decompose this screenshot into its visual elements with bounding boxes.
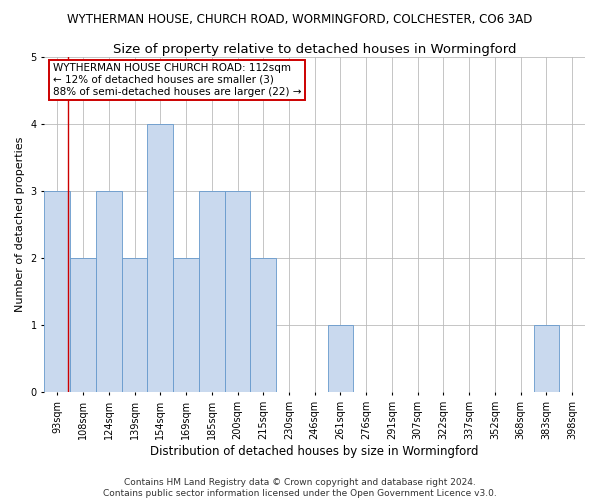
Bar — [148, 124, 173, 392]
Bar — [173, 258, 199, 392]
Bar — [533, 325, 559, 392]
X-axis label: Distribution of detached houses by size in Wormingford: Distribution of detached houses by size … — [151, 444, 479, 458]
Bar — [122, 258, 148, 392]
Bar — [199, 191, 224, 392]
Y-axis label: Number of detached properties: Number of detached properties — [15, 136, 25, 312]
Bar — [70, 258, 96, 392]
Bar — [44, 191, 70, 392]
Text: Contains HM Land Registry data © Crown copyright and database right 2024.
Contai: Contains HM Land Registry data © Crown c… — [103, 478, 497, 498]
Bar — [96, 191, 122, 392]
Bar — [328, 325, 353, 392]
Text: WYTHERMAN HOUSE, CHURCH ROAD, WORMINGFORD, COLCHESTER, CO6 3AD: WYTHERMAN HOUSE, CHURCH ROAD, WORMINGFOR… — [67, 12, 533, 26]
Text: WYTHERMAN HOUSE CHURCH ROAD: 112sqm
← 12% of detached houses are smaller (3)
88%: WYTHERMAN HOUSE CHURCH ROAD: 112sqm ← 12… — [53, 64, 301, 96]
Bar — [250, 258, 276, 392]
Bar — [224, 191, 250, 392]
Title: Size of property relative to detached houses in Wormingford: Size of property relative to detached ho… — [113, 42, 517, 56]
